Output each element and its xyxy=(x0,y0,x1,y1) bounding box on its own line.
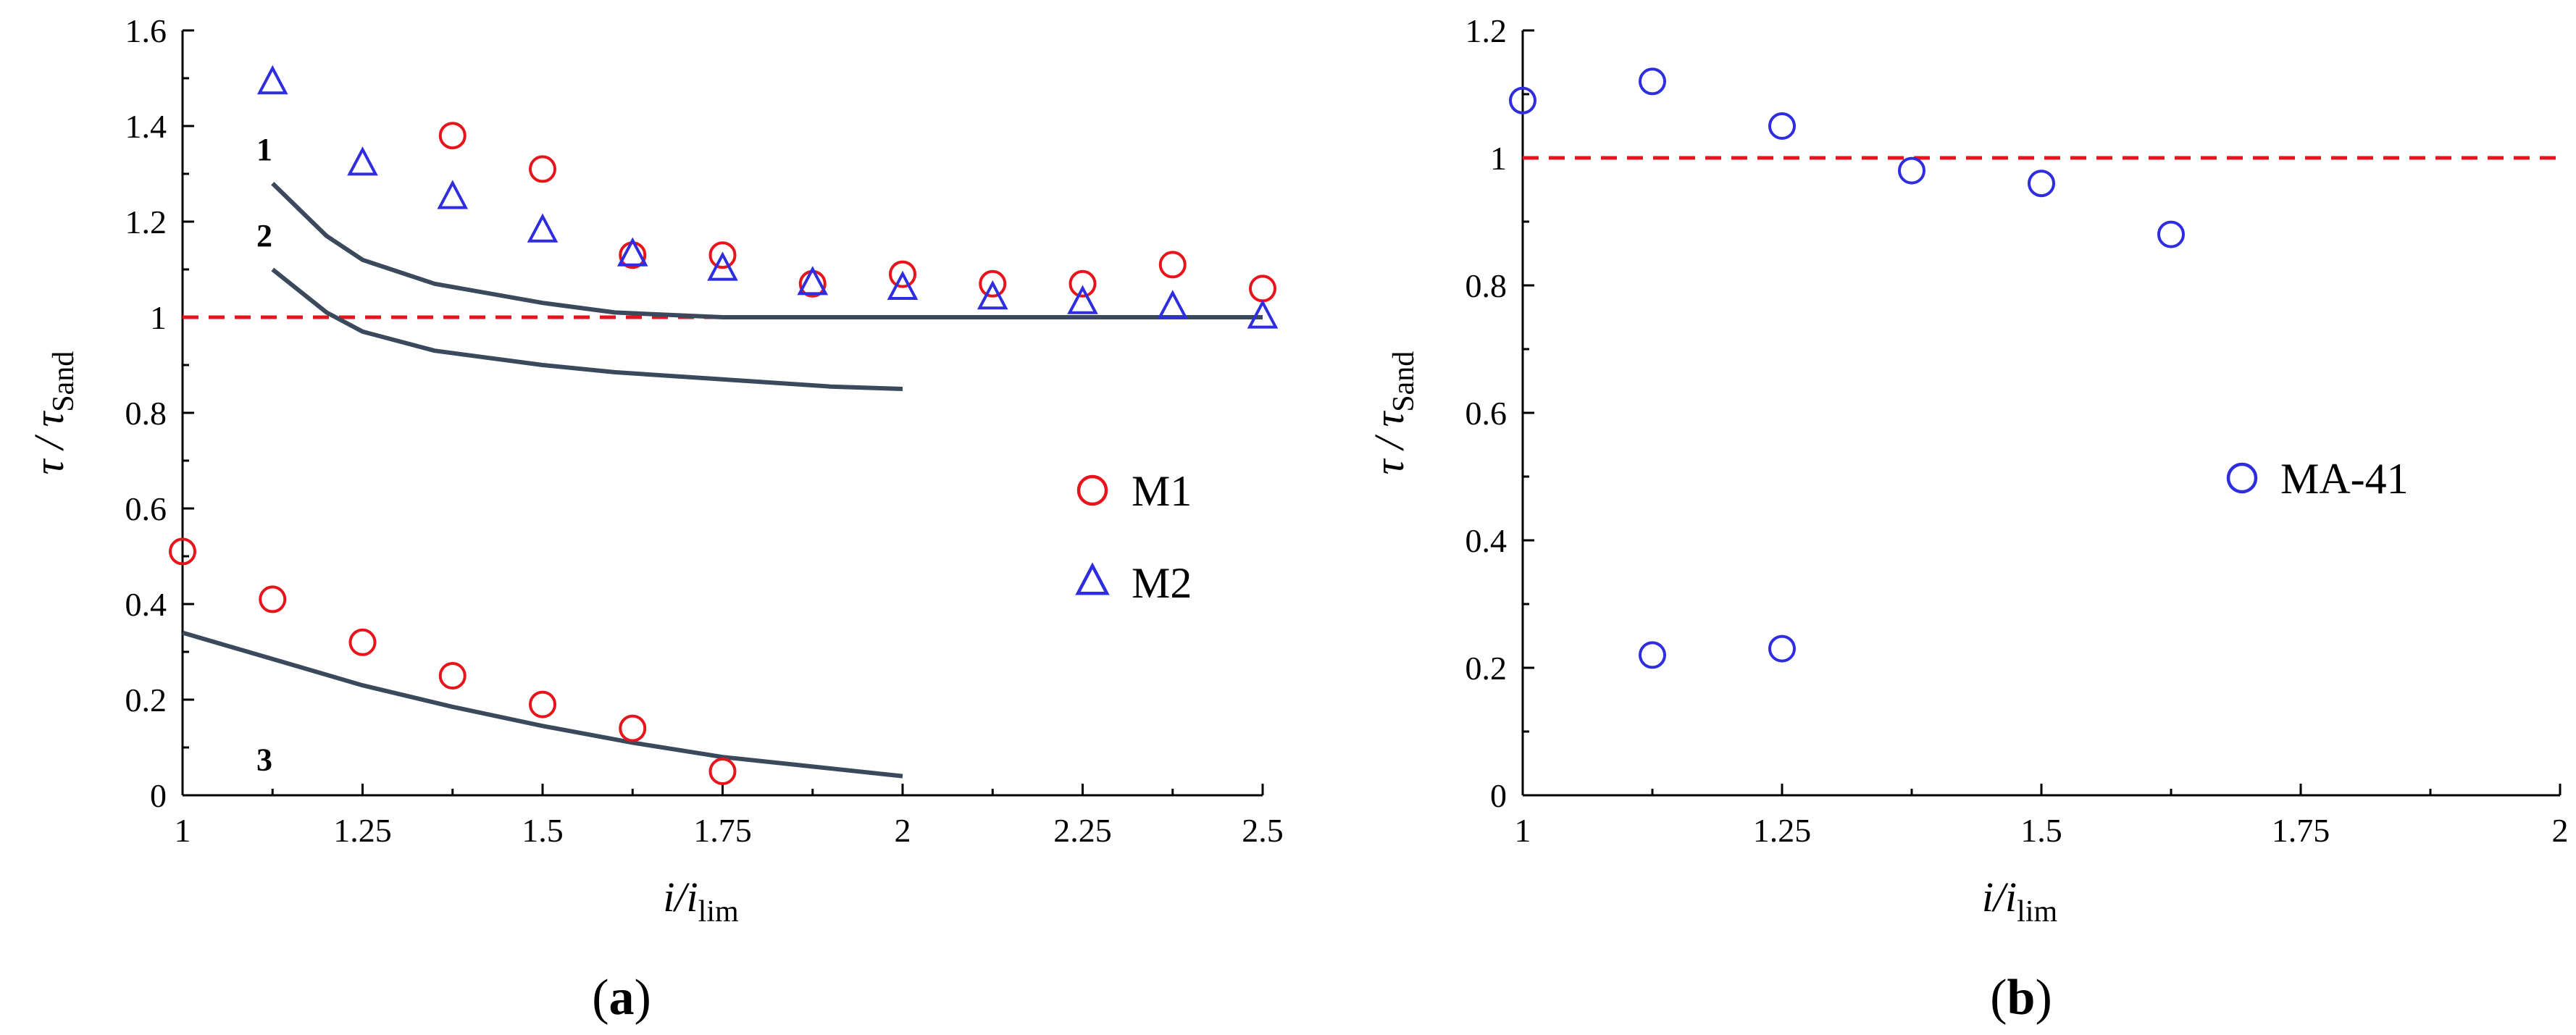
data-point-ma-41 xyxy=(1639,67,1666,96)
data-point-m1 xyxy=(889,260,916,288)
panel-label-close-paren: ) xyxy=(2035,970,2052,1026)
panel-label-letter: a xyxy=(609,970,635,1026)
data-point-m2 xyxy=(347,146,378,176)
curve-label: 3 xyxy=(256,742,272,778)
data-point-m2 xyxy=(1067,285,1098,314)
y-tick-label: 1.4 xyxy=(125,108,167,145)
x-axis-label: i/ilim xyxy=(1982,873,2058,929)
data-point-m1 xyxy=(979,269,1007,298)
data-point-m2 xyxy=(1247,299,1279,329)
y-axis-label-subscript: Sand xyxy=(47,351,80,412)
data-point-m2 xyxy=(1157,290,1189,319)
x-axis-label-subscript: lim xyxy=(698,895,739,929)
data-point-m2 xyxy=(256,64,288,95)
data-point-m1 xyxy=(438,662,467,690)
data-point-m1 xyxy=(529,690,556,718)
x-tick-label: 1.5 xyxy=(2020,812,2062,849)
y-axis-label-main: τ / τ xyxy=(1366,410,1413,474)
data-point-m1 xyxy=(529,155,556,183)
x-tick-label: 1.5 xyxy=(522,812,564,849)
y-tick-label: 0.8 xyxy=(1465,267,1507,304)
data-point-ma-41 xyxy=(1898,156,1925,185)
legend-label: M2 xyxy=(1132,559,1192,607)
data-point-m1 xyxy=(1069,269,1097,298)
data-point-m2 xyxy=(437,180,469,209)
y-tick-label: 0.8 xyxy=(125,395,167,432)
curve-label: 2 xyxy=(256,218,272,253)
x-tick-label: 1.25 xyxy=(1753,812,1812,849)
y-tick-label: 0.4 xyxy=(125,586,167,623)
data-point-m1 xyxy=(708,241,737,269)
panel-label: (a) xyxy=(592,970,651,1026)
data-point-m2 xyxy=(527,213,559,243)
data-point-m1 xyxy=(259,585,287,613)
x-axis-label-main: i/i xyxy=(1982,873,2017,921)
panel-label-close-paren: ) xyxy=(635,970,651,1026)
x-tick-label: 1.25 xyxy=(333,812,392,849)
model-curve-2 xyxy=(271,267,903,391)
data-point-ma-41 xyxy=(1768,634,1796,663)
y-tick-label: 1.2 xyxy=(125,204,167,240)
data-point-m2 xyxy=(797,266,829,296)
legend-label: M1 xyxy=(1132,467,1192,515)
data-point-m1 xyxy=(619,714,647,742)
x-tick-label: 2 xyxy=(2552,812,2569,849)
y-axis-label: τ / τSand xyxy=(25,351,80,475)
panel-label-letter: b xyxy=(2007,970,2036,1026)
data-point-m1 xyxy=(348,628,377,656)
legend-label: MA-41 xyxy=(2280,455,2409,503)
data-point-m2 xyxy=(707,251,738,281)
data-point-m1 xyxy=(169,537,196,566)
x-tick-label: 2 xyxy=(895,812,911,849)
panel-a: 0 0.2 0.4 0.6 0.8 1 1.2 1.4 1.6 1 1.25 1.5 1.75 2 2.25… xyxy=(25,12,1284,1026)
data-point-ma-41 xyxy=(1639,641,1666,669)
model-curve-3 xyxy=(182,630,903,779)
legend-marker-m1 xyxy=(1076,474,1108,506)
y-tick-label: 0.2 xyxy=(1465,650,1507,687)
data-point-ma-41 xyxy=(1509,86,1536,114)
model-curve-1 xyxy=(271,182,1263,319)
y-tick-label: 1 xyxy=(1490,140,1507,177)
y-tick-label: 1 xyxy=(150,299,167,336)
data-point-m2 xyxy=(887,270,919,300)
x-tick-label: 1.75 xyxy=(693,812,752,849)
y-tick-label: 1.2 xyxy=(1465,12,1507,49)
x-axis-label-subscript: lim xyxy=(2017,895,2057,929)
x-axis-label: i/ilim xyxy=(663,873,739,929)
y-tick-label: 0.2 xyxy=(125,682,167,718)
panel-label: (b) xyxy=(1990,970,2052,1026)
legend-marker-m2 xyxy=(1075,562,1110,595)
panel-label-open-paren: ( xyxy=(1990,970,2007,1026)
y-tick-label: 0 xyxy=(150,777,167,814)
y-axis-label-main: τ / τ xyxy=(25,410,72,474)
panel-b: 0 0.2 0.4 0.6 0.8 1 1.2 1 1.25 1.5 1.75 2 MA-41 i/ili… xyxy=(1366,12,2569,1026)
y-tick-label: 0.4 xyxy=(1465,522,1507,559)
data-point-m2 xyxy=(977,280,1008,310)
data-point-m1 xyxy=(708,758,737,785)
data-point-ma-41 xyxy=(2028,169,2055,198)
panel-label-open-paren: ( xyxy=(592,970,609,1026)
y-tick-label: 0 xyxy=(1490,777,1507,814)
x-tick-label: 1 xyxy=(175,812,191,849)
data-point-ma-41 xyxy=(2157,220,2185,248)
y-tick-label: 1.6 xyxy=(125,12,167,49)
data-point-m1 xyxy=(1249,275,1276,303)
data-point-m1 xyxy=(1158,251,1187,279)
data-point-ma-41 xyxy=(1768,112,1796,140)
y-tick-label: 0.6 xyxy=(125,490,167,527)
y-axis-label: τ / τSand xyxy=(1366,351,1421,475)
y-tick-label: 0.6 xyxy=(1465,395,1507,432)
x-tick-label: 1.75 xyxy=(2272,812,2330,849)
x-axis-label-main: i/i xyxy=(663,873,698,921)
data-point-m2 xyxy=(616,237,648,267)
y-axis-label-subscript: Sand xyxy=(1387,351,1421,412)
curve-label: 1 xyxy=(256,132,272,167)
x-tick-label: 2.5 xyxy=(1242,812,1284,849)
x-tick-label: 1 xyxy=(1515,812,1531,849)
legend-marker-ma-41 xyxy=(2226,462,2258,494)
data-point-m1 xyxy=(438,122,467,150)
x-tick-label: 2.25 xyxy=(1053,812,1112,849)
